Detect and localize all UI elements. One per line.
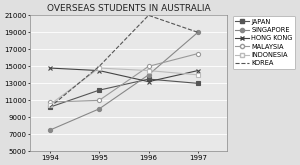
Title: OVERSEAS STUDENTS IN AUSTRALIA: OVERSEAS STUDENTS IN AUSTRALIA [47,4,211,13]
Legend: JAPAN, SINGAPORE, HONG KONG, MALAYSIA, INDONESIA, KOREA: JAPAN, SINGAPORE, HONG KONG, MALAYSIA, I… [233,16,296,69]
